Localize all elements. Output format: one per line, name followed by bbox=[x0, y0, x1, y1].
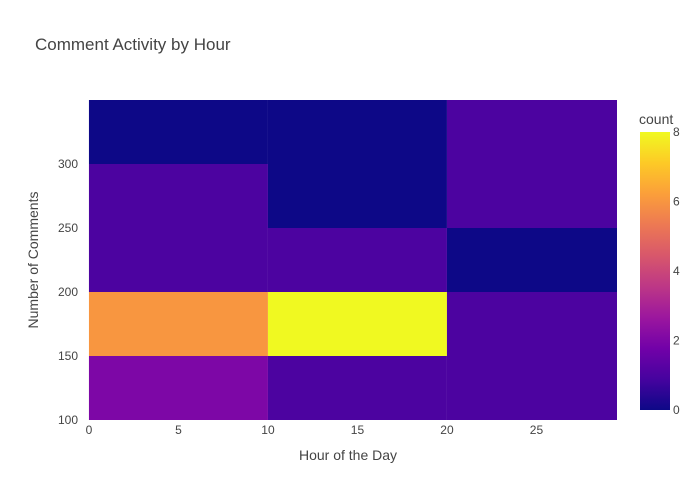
heatmap-cell bbox=[88, 292, 268, 356]
x-tick-label: 10 bbox=[261, 423, 275, 437]
y-tick-label: 200 bbox=[58, 285, 78, 299]
heatmap-cell bbox=[88, 164, 268, 228]
y-tick-label: 100 bbox=[58, 413, 78, 427]
colorbar-tick-label: 6 bbox=[673, 195, 680, 209]
colorbar-tick-label: 8 bbox=[673, 125, 680, 139]
heatmap-cell bbox=[446, 228, 617, 292]
heatmap-cell bbox=[267, 164, 447, 228]
x-tick-label: 25 bbox=[530, 423, 544, 437]
colorbar-title: count bbox=[639, 111, 673, 127]
heatmap-cell bbox=[446, 292, 617, 356]
colorbar-tick-label: 4 bbox=[673, 264, 680, 278]
y-tick-label: 300 bbox=[58, 157, 78, 171]
chart-title: Comment Activity by Hour bbox=[35, 35, 231, 54]
heatmap-cell bbox=[88, 356, 268, 420]
y-tick-label: 150 bbox=[58, 349, 78, 363]
heatmap-cell bbox=[446, 356, 617, 420]
heatmap-cell bbox=[267, 356, 447, 420]
x-tick-label: 15 bbox=[351, 423, 365, 437]
colorbar-ticks: 0 2 4 6 8 bbox=[673, 125, 680, 417]
heatmap-cell bbox=[88, 228, 268, 292]
heatmap-cell bbox=[267, 228, 447, 292]
colorbar bbox=[640, 132, 670, 410]
x-tick-label: 20 bbox=[440, 423, 454, 437]
colorbar-tick-label: 2 bbox=[673, 334, 680, 348]
x-tick-label: 0 bbox=[86, 423, 93, 437]
colorbar-tick-label: 0 bbox=[673, 403, 680, 417]
y-axis-title: Number of Comments bbox=[25, 192, 41, 329]
heatmap-cell bbox=[88, 100, 268, 164]
y-tick-label: 250 bbox=[58, 221, 78, 235]
x-axis-ticks: 0 5 10 15 20 25 bbox=[86, 423, 544, 437]
y-axis-ticks: 100 150 200 250 300 bbox=[58, 157, 78, 427]
heatmap-cell bbox=[446, 164, 617, 228]
x-axis-title: Hour of the Day bbox=[299, 447, 397, 463]
heatmap-cell bbox=[267, 292, 447, 356]
heatmap-cell bbox=[446, 100, 617, 164]
heatmap-cell bbox=[267, 100, 447, 164]
x-tick-label: 5 bbox=[175, 423, 182, 437]
heatmap-cells bbox=[88, 100, 617, 420]
